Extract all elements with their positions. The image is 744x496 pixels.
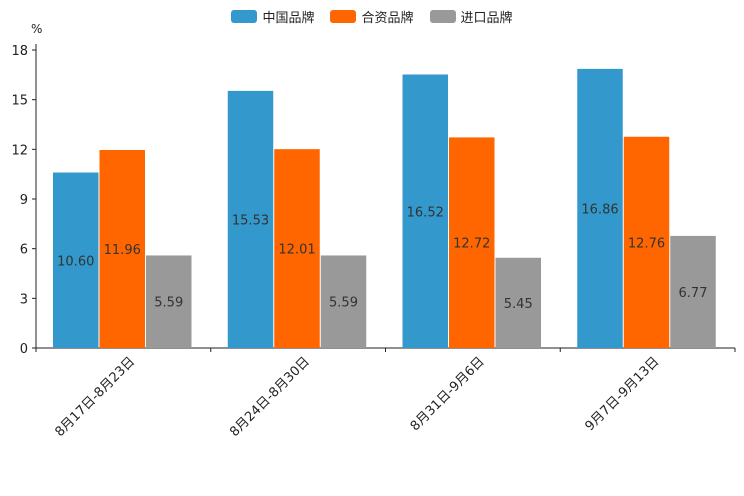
data-label: 5.59 xyxy=(329,296,358,311)
bar xyxy=(623,136,670,348)
y-tick-label: 9 xyxy=(20,193,28,208)
bar xyxy=(146,255,192,348)
data-label: 5.59 xyxy=(154,296,183,311)
data-label: 12.76 xyxy=(628,236,665,251)
bar xyxy=(53,172,99,348)
data-label: 5.45 xyxy=(504,297,533,312)
legend-swatch-jv xyxy=(330,10,357,23)
data-label: 16.52 xyxy=(407,205,444,220)
legend-label-import: 进口品牌 xyxy=(460,11,513,26)
legend-swatch-china xyxy=(231,10,258,23)
data-label: 11.96 xyxy=(104,243,141,258)
legend-label-jv: 合资品牌 xyxy=(361,11,414,26)
data-label: 12.72 xyxy=(453,237,490,252)
bar xyxy=(495,257,541,348)
y-tick-label: 6 xyxy=(20,243,28,258)
x-category-label: 8月17日-8月23日 xyxy=(52,354,138,440)
data-label: 16.86 xyxy=(581,202,618,217)
bar xyxy=(402,74,448,348)
y-tick-label: 15 xyxy=(11,94,28,109)
y-tick-label: 0 xyxy=(20,342,28,357)
bar xyxy=(99,149,145,348)
legend-label-china: 中国品牌 xyxy=(262,11,315,26)
bar xyxy=(320,255,367,348)
legend: 中国品牌 合资品牌 进口品牌 xyxy=(0,7,744,26)
x-category-label: 8月24日-8月30日 xyxy=(227,354,313,440)
x-category-label: 8月31日-9月6日 xyxy=(408,354,488,434)
legend-item-jv[interactable]: 合资品牌 xyxy=(330,7,414,26)
legend-item-china[interactable]: 中国品牌 xyxy=(231,7,314,26)
x-category-label: 9月7日-9月13日 xyxy=(583,354,663,434)
legend-swatch-import xyxy=(429,10,456,23)
bar xyxy=(274,149,320,348)
y-axis-unit: % xyxy=(31,22,43,36)
data-label: 15.53 xyxy=(232,213,269,228)
data-label: 6.77 xyxy=(679,286,708,301)
data-label: 12.01 xyxy=(278,243,315,258)
y-tick-label: 18 xyxy=(11,44,28,59)
y-tick-label: 3 xyxy=(20,292,28,307)
bar xyxy=(449,137,495,348)
bar xyxy=(670,235,716,348)
bar xyxy=(227,90,274,349)
legend-item-import[interactable]: 进口品牌 xyxy=(429,7,513,26)
data-label: 10.60 xyxy=(57,254,94,269)
y-tick-label: 12 xyxy=(11,143,28,158)
bar xyxy=(577,68,623,348)
